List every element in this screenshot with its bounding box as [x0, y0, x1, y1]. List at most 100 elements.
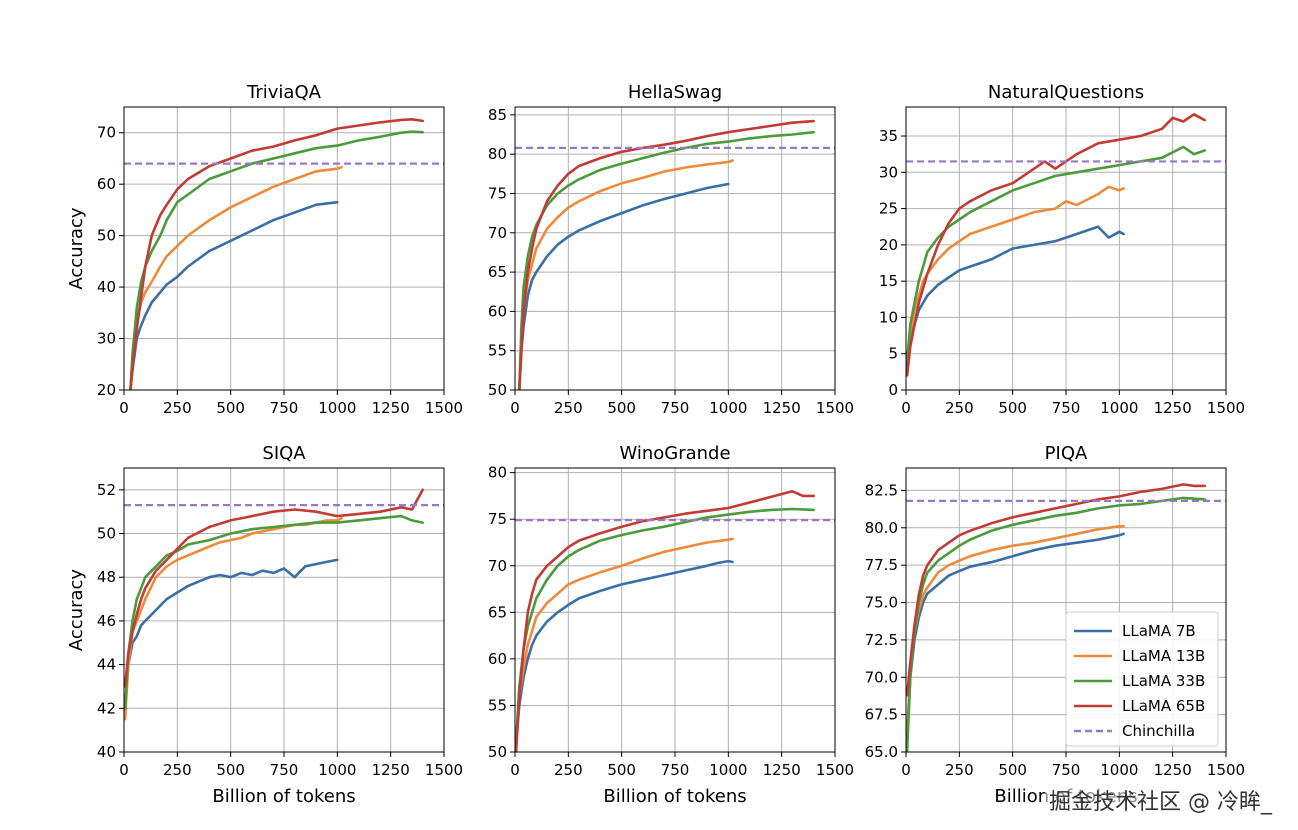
x-tick-label: 500 [216, 761, 245, 779]
x-tick-label: 1000 [1100, 761, 1138, 779]
y-tick-label: 77.5 [865, 556, 898, 574]
panel-title: TriviaQA [246, 82, 322, 103]
x-tick-label: 500 [607, 761, 636, 779]
x-tick-label: 750 [270, 761, 299, 779]
y-tick-label: 70 [488, 224, 507, 242]
y-tick-label: 40 [97, 743, 116, 761]
y-tick-label: 35 [879, 127, 898, 145]
series-llama-7b [515, 559, 734, 745]
x-tick-label: 1250 [1154, 399, 1192, 417]
x-tick-label: 1500 [1207, 761, 1245, 779]
watermark: 掘金技术社区 @ 冷眸_ [1045, 784, 1276, 816]
y-tick-label: 65 [488, 603, 507, 621]
y-tick-label: 65 [488, 263, 507, 281]
y-tick-label: 82.5 [865, 481, 898, 499]
y-tick-label: 70.0 [865, 668, 898, 686]
legend-label: LLaMA 33B [1122, 672, 1205, 690]
x-tick-label: 250 [163, 761, 192, 779]
legend-label: Chinchilla [1122, 722, 1195, 740]
panel-naturalquestions: 0 250 500 750 1000 1250 1500 0 5 10 15 20 25 30 35 Natu… [879, 82, 1245, 417]
y-tick-label: 80.0 [865, 519, 898, 537]
y-tick-label: 30 [879, 163, 898, 181]
y-tick-label: 65.0 [865, 743, 898, 761]
x-tick-label: 1000 [709, 761, 747, 779]
y-tick-label: 44 [97, 656, 116, 674]
y-tick-label: 60 [488, 650, 507, 668]
series-llama-65b [124, 488, 425, 688]
legend-label: LLaMA 13B [1122, 647, 1205, 665]
legend-box [1065, 611, 1219, 747]
x-tick-label: 0 [901, 399, 911, 417]
y-tick-label: 20 [879, 236, 898, 254]
series-llama-13b [129, 165, 343, 390]
series-llama-33b [515, 507, 816, 745]
y-tick-label: 80 [488, 464, 507, 482]
x-tick-label: 1000 [318, 761, 356, 779]
series-llama-33b [906, 145, 1206, 363]
series-llama-7b [906, 532, 1125, 739]
x-tick-label: 1250 [372, 761, 410, 779]
panel-siqa: 0 250 500 750 1000 1250 1500 40 42 44 46 48 50 52 SIQA… [66, 443, 463, 807]
y-tick-label: 70 [97, 124, 116, 142]
x-tick-label: 500 [998, 761, 1027, 779]
panel-title: NaturalQuestions [988, 82, 1144, 103]
y-tick-label: 75 [488, 510, 507, 528]
x-tick-label: 0 [510, 761, 520, 779]
x-tick-label: 1500 [425, 761, 463, 779]
y-tick-label: 0 [888, 381, 898, 399]
x-tick-label: 250 [163, 399, 192, 417]
series-llama-13b [906, 185, 1125, 363]
x-tick-label: 1000 [1100, 399, 1138, 417]
x-tick-label: 1500 [1207, 399, 1245, 417]
y-tick-label: 25 [879, 200, 898, 218]
y-tick-label: 75 [488, 184, 507, 202]
y-tick-label: 30 [97, 330, 116, 348]
x-axis-label: Billion of tokens [212, 786, 355, 807]
panel-title: PIQA [1045, 443, 1088, 464]
x-tick-label: 500 [607, 399, 636, 417]
y-tick-label: 72.5 [865, 631, 898, 649]
series-llama-33b [124, 514, 425, 710]
y-tick-label: 42 [97, 699, 116, 717]
x-tick-label: 750 [661, 399, 690, 417]
y-tick-label: 20 [97, 381, 116, 399]
x-tick-label: 250 [945, 399, 974, 417]
y-tick-label: 46 [97, 612, 116, 630]
panel-title: SIQA [262, 443, 306, 464]
x-axis-label: Billion of tokens [603, 786, 746, 807]
y-axis-label: Accuracy [66, 569, 87, 652]
y-tick-label: 80 [488, 145, 507, 163]
y-tick-label: 48 [97, 568, 116, 586]
series-llama-65b [906, 113, 1206, 377]
x-tick-label: 750 [1052, 761, 1081, 779]
panel-hellaswag: 0 250 500 750 1000 1250 1500 50 55 60 65 70 75 80 85 He… [488, 82, 854, 417]
series-llama-33b [906, 496, 1206, 752]
y-tick-label: 10 [879, 308, 898, 326]
x-tick-label: 0 [510, 399, 520, 417]
panel-triviaqa: 0 250 500 750 1000 1250 1500 20 30 40 50 60 70 Trivia… [66, 82, 463, 417]
panel-title: HellaSwag [628, 82, 722, 103]
x-tick-label: 0 [119, 399, 129, 417]
x-tick-label: 750 [1052, 399, 1081, 417]
panel-title: WinoGrande [619, 443, 730, 464]
x-tick-label: 500 [216, 399, 245, 417]
y-axis-label: Accuracy [66, 207, 87, 290]
series-llama-7b [517, 182, 730, 390]
series-llama-65b [515, 489, 816, 752]
y-tick-label: 75.0 [865, 594, 898, 612]
x-tick-label: 0 [901, 761, 911, 779]
series-llama-7b [124, 558, 339, 710]
y-tick-label: 40 [97, 278, 116, 296]
panel-winogrande: 0 250 500 750 1000 1250 1500 50 55 60 65 70 75 80 Wino… [488, 443, 854, 807]
x-tick-label: 750 [661, 761, 690, 779]
series-llama-65b [517, 119, 816, 390]
x-tick-label: 750 [270, 399, 299, 417]
series-llama-33b [517, 130, 816, 390]
y-tick-label: 67.5 [865, 706, 898, 724]
x-tick-label: 1000 [709, 399, 747, 417]
x-tick-label: 1500 [816, 399, 854, 417]
y-tick-label: 70 [488, 557, 507, 575]
series-llama-13b [515, 537, 734, 745]
series-llama-65b [906, 483, 1206, 697]
